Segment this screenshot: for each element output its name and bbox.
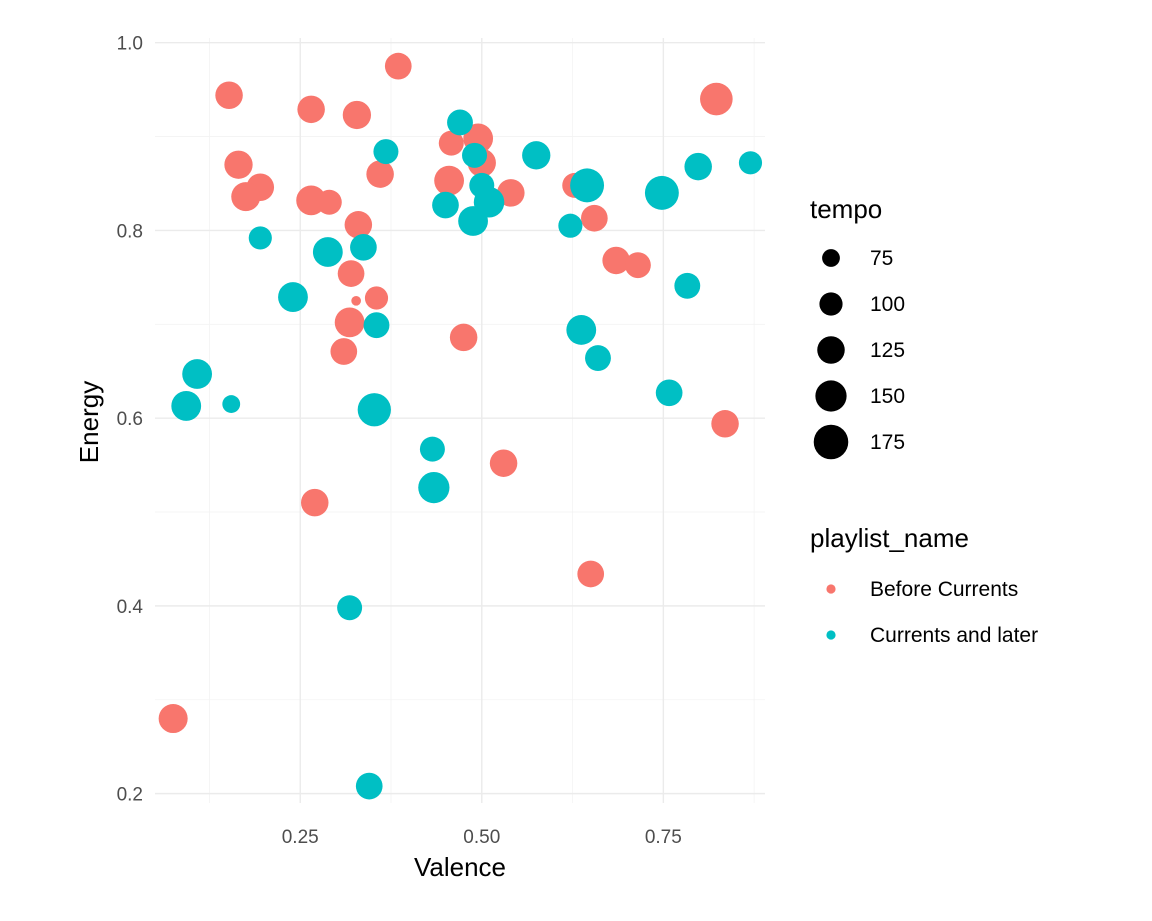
color-legend-title: playlist_name [810, 523, 969, 553]
size-legend-key [817, 336, 845, 364]
size-legend-label: 125 [870, 339, 905, 362]
size-legend-label: 150 [870, 385, 905, 408]
data-point [419, 436, 445, 462]
data-point [585, 345, 611, 372]
data-point [655, 379, 683, 407]
data-point [171, 391, 202, 421]
data-point [351, 295, 362, 306]
data-point [357, 393, 391, 427]
data-point [373, 139, 399, 165]
data-point [566, 315, 597, 345]
data-point [711, 410, 739, 438]
data-point [330, 338, 358, 365]
data-point [432, 191, 459, 219]
data-point [570, 168, 605, 203]
data-point [222, 395, 241, 413]
data-point [337, 260, 365, 287]
data-point [297, 95, 325, 124]
data-point [489, 449, 518, 477]
color-legend-key [826, 630, 836, 640]
data-point [231, 182, 261, 212]
y-axis-tick-labels: 0.2 0.4 0.6 0.8 1.0 [117, 34, 144, 806]
x-tick-label: 0.75 [645, 827, 682, 848]
data-point [700, 82, 733, 116]
color-legend-label: Before Currents [870, 578, 1018, 601]
data-point [344, 211, 373, 239]
data-point [355, 772, 383, 800]
color-legend-key [826, 584, 836, 594]
color-legend: playlist_name Before Currents Currents an… [810, 523, 1038, 647]
y-tick-label: 1.0 [117, 34, 143, 55]
data-point [363, 312, 390, 339]
x-tick-label: 0.25 [282, 827, 319, 848]
data-point [334, 307, 365, 338]
data-point [182, 359, 213, 389]
data-point [602, 246, 630, 275]
data-point [624, 252, 651, 279]
data-point [738, 151, 763, 175]
data-point [364, 286, 389, 310]
data-point [458, 206, 488, 236]
data-point [438, 130, 464, 156]
data-point [316, 189, 342, 215]
data-point [684, 152, 712, 181]
size-legend-label: 100 [870, 293, 905, 316]
data-point [447, 109, 473, 136]
grid [155, 38, 765, 803]
x-axis-tick-labels: 0.25 0.50 0.75 [282, 827, 682, 848]
size-legend: tempo 75 100 125 150 175 [810, 194, 905, 460]
data-point [301, 488, 329, 517]
size-legend-key [822, 249, 840, 267]
data-point [674, 272, 701, 299]
data-point [337, 595, 363, 621]
data-point [462, 142, 488, 168]
data-point [224, 150, 253, 179]
color-legend-label: Currents and later [870, 624, 1038, 647]
data-point [384, 52, 412, 80]
data-point [215, 81, 243, 110]
y-axis-title: Energy [74, 381, 104, 463]
data-point [350, 233, 377, 261]
data-point [644, 175, 679, 210]
data-point [580, 204, 608, 232]
data-point [522, 141, 551, 170]
size-legend-key [815, 380, 847, 412]
size-legend-label: 75 [870, 247, 893, 270]
size-legend-key [813, 424, 849, 460]
data-point [278, 282, 308, 312]
data-points [158, 52, 763, 800]
x-axis-title: Valence [414, 852, 506, 882]
size-legend-title: tempo [810, 194, 882, 224]
data-point [158, 703, 188, 734]
data-point [312, 237, 343, 267]
data-point [434, 165, 465, 196]
data-point [418, 471, 450, 504]
data-point [366, 160, 394, 188]
data-point [342, 100, 372, 130]
data-point [577, 560, 605, 588]
data-point [558, 213, 583, 238]
data-point [449, 323, 478, 352]
x-tick-label: 0.50 [463, 827, 500, 848]
y-tick-label: 0.6 [117, 409, 143, 430]
y-tick-label: 0.2 [117, 785, 143, 806]
y-tick-label: 0.4 [117, 597, 144, 618]
size-legend-key [819, 292, 843, 316]
size-legend-label: 175 [870, 431, 905, 454]
data-point [248, 226, 272, 250]
y-tick-label: 0.8 [117, 221, 143, 242]
